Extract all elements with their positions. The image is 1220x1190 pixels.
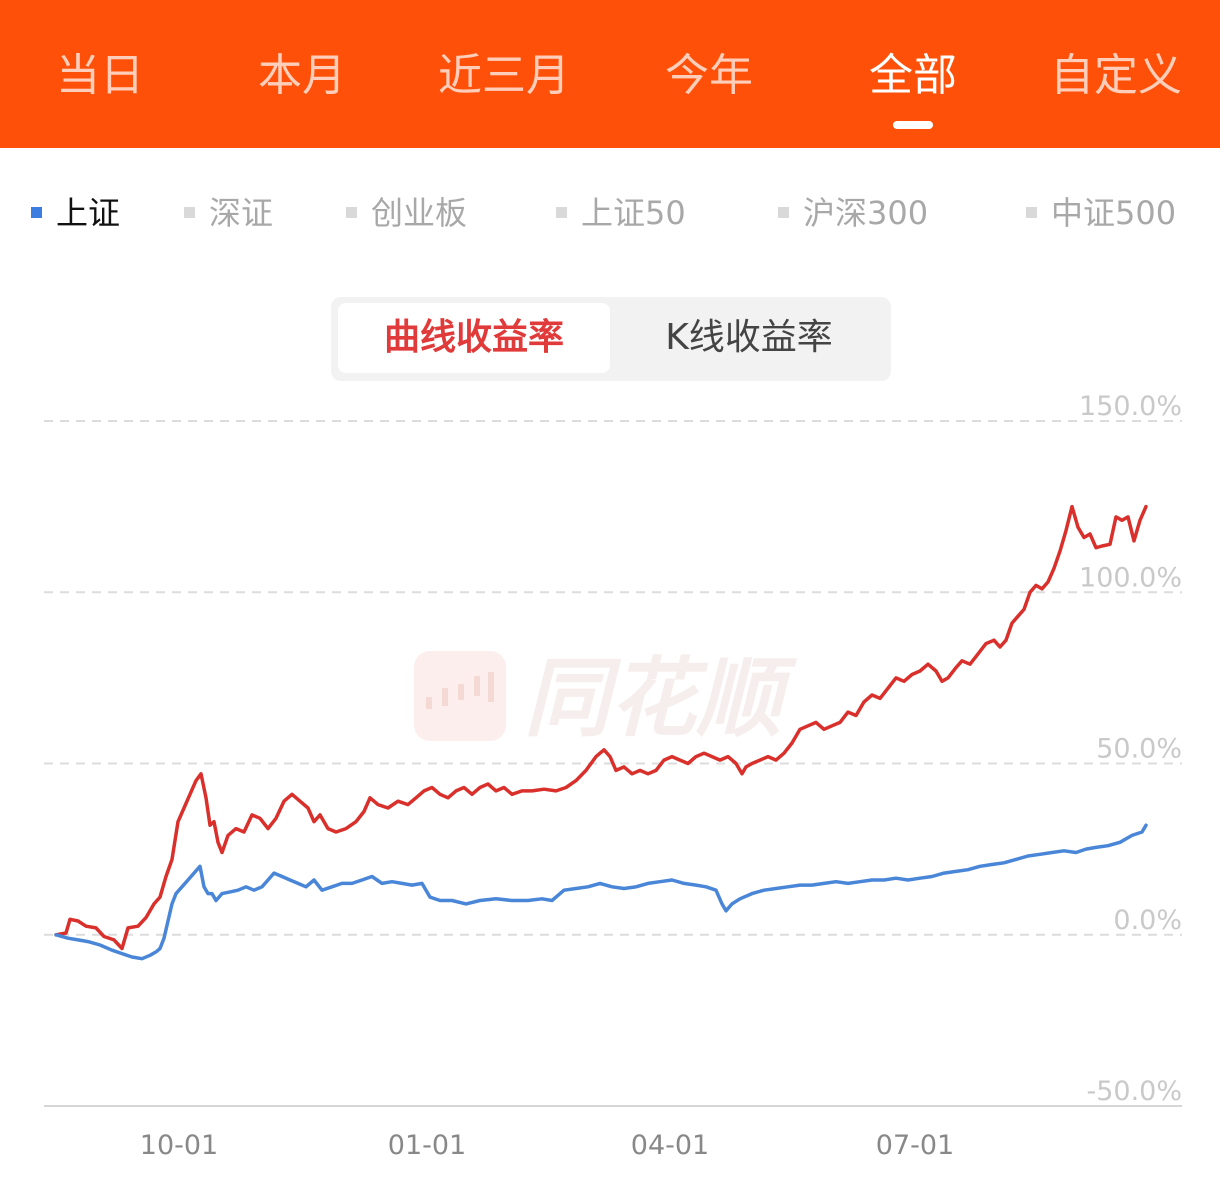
- period-tab-bar: 当日 本月 近三月 今年 全部 自定义: [0, 0, 1220, 148]
- legend-marker-icon: [778, 206, 789, 218]
- index-option-shanghai[interactable]: 上证: [31, 190, 120, 236]
- curve-return-button[interactable]: 曲线收益率: [338, 303, 610, 373]
- x-tick-label: 04-01: [631, 1130, 709, 1161]
- index-option-sse50[interactable]: 上证50: [556, 190, 686, 236]
- tab-last-three-months[interactable]: 近三月: [438, 50, 570, 101]
- y-tick-label: 100.0%: [1079, 562, 1182, 593]
- legend-marker-icon: [31, 206, 42, 218]
- watermark-candle: [442, 688, 448, 706]
- watermark: 同花顺: [414, 649, 797, 749]
- y-tick-label: 0.0%: [1113, 905, 1182, 936]
- watermark-candle: [426, 697, 432, 709]
- watermark-candle: [458, 684, 464, 700]
- legend-marker-icon: [556, 206, 567, 218]
- index-label: 上证: [56, 194, 121, 232]
- kline-return-button[interactable]: K线收益率: [665, 317, 833, 358]
- index-label: 中证500: [1051, 194, 1177, 232]
- y-tick-label: 150.0%: [1079, 391, 1182, 422]
- watermark-candle: [488, 672, 494, 702]
- series-line-blue: [54, 823, 1148, 961]
- active-tab-indicator: [893, 121, 933, 129]
- y-tick-label: 50.0%: [1096, 734, 1182, 765]
- tab-custom[interactable]: 自定义: [1050, 50, 1182, 101]
- legend-marker-icon: [346, 206, 357, 218]
- index-label: 创业板: [371, 194, 468, 232]
- legend-marker-icon: [184, 206, 195, 218]
- watermark-text: 同花顺: [524, 649, 797, 749]
- index-label: 上证50: [581, 194, 686, 232]
- x-tick-label: 01-01: [388, 1130, 466, 1161]
- tab-this-month[interactable]: 本月: [258, 50, 346, 101]
- index-option-shenzhen[interactable]: 深证: [184, 190, 273, 236]
- index-option-csi300[interactable]: 沪深300: [778, 190, 928, 236]
- index-option-chinext[interactable]: 创业板: [346, 190, 467, 236]
- tab-this-year[interactable]: 今年: [665, 50, 753, 101]
- x-tick-label: 10-01: [140, 1130, 218, 1161]
- series-line-red: [54, 504, 1148, 951]
- index-label: 沪深300: [803, 194, 929, 232]
- chart-series: [54, 504, 1148, 961]
- watermark-candle: [474, 676, 480, 696]
- return-type-toggle: 曲线收益率 K线收益率: [331, 297, 891, 381]
- y-axis-ticks: 150.0% 100.0% 50.0% 0.0% -50.0%: [1079, 391, 1182, 1107]
- tab-all[interactable]: 全部: [869, 50, 957, 101]
- x-axis-ticks: 10-01 01-01 04-01 07-01: [140, 1130, 954, 1161]
- y-tick-label: -50.0%: [1086, 1076, 1182, 1107]
- tab-today[interactable]: 当日: [56, 50, 144, 101]
- legend-marker-icon: [1026, 206, 1037, 218]
- x-tick-label: 07-01: [876, 1130, 954, 1161]
- index-label: 深证: [209, 194, 274, 232]
- index-option-csi500[interactable]: 中证500: [1026, 190, 1176, 236]
